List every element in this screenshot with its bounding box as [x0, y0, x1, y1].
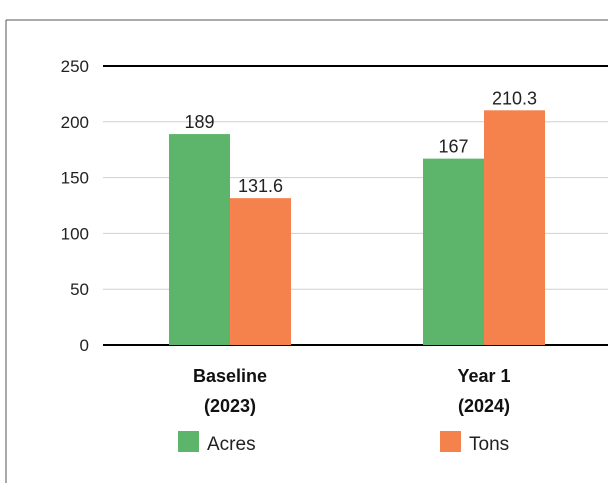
data-label: 189 — [184, 112, 214, 132]
data-label: 210.3 — [492, 88, 537, 108]
y-tick-label: 100 — [61, 224, 89, 243]
legend-label-tons: Tons — [469, 434, 509, 455]
legend-swatch-acres — [178, 431, 199, 452]
x-category-label: Baseline — [193, 366, 267, 386]
bar-tons — [484, 110, 545, 345]
x-category-label: Year 1 — [457, 366, 510, 386]
x-category-label: (2024) — [458, 396, 510, 416]
x-category-label: (2023) — [204, 396, 256, 416]
y-tick-label: 250 — [61, 57, 89, 76]
y-tick-label: 50 — [70, 280, 89, 299]
bar-acres — [169, 134, 230, 345]
bar-acres — [423, 158, 484, 345]
y-tick-label: 200 — [61, 113, 89, 132]
y-tick-label: 0 — [80, 336, 89, 355]
data-label: 167 — [438, 137, 468, 157]
legend-label-acres: Acres — [207, 434, 256, 455]
bar-tons — [230, 198, 291, 345]
legend-swatch-tons — [440, 431, 461, 452]
y-tick-label: 150 — [61, 169, 89, 188]
data-label: 131.6 — [238, 176, 283, 196]
